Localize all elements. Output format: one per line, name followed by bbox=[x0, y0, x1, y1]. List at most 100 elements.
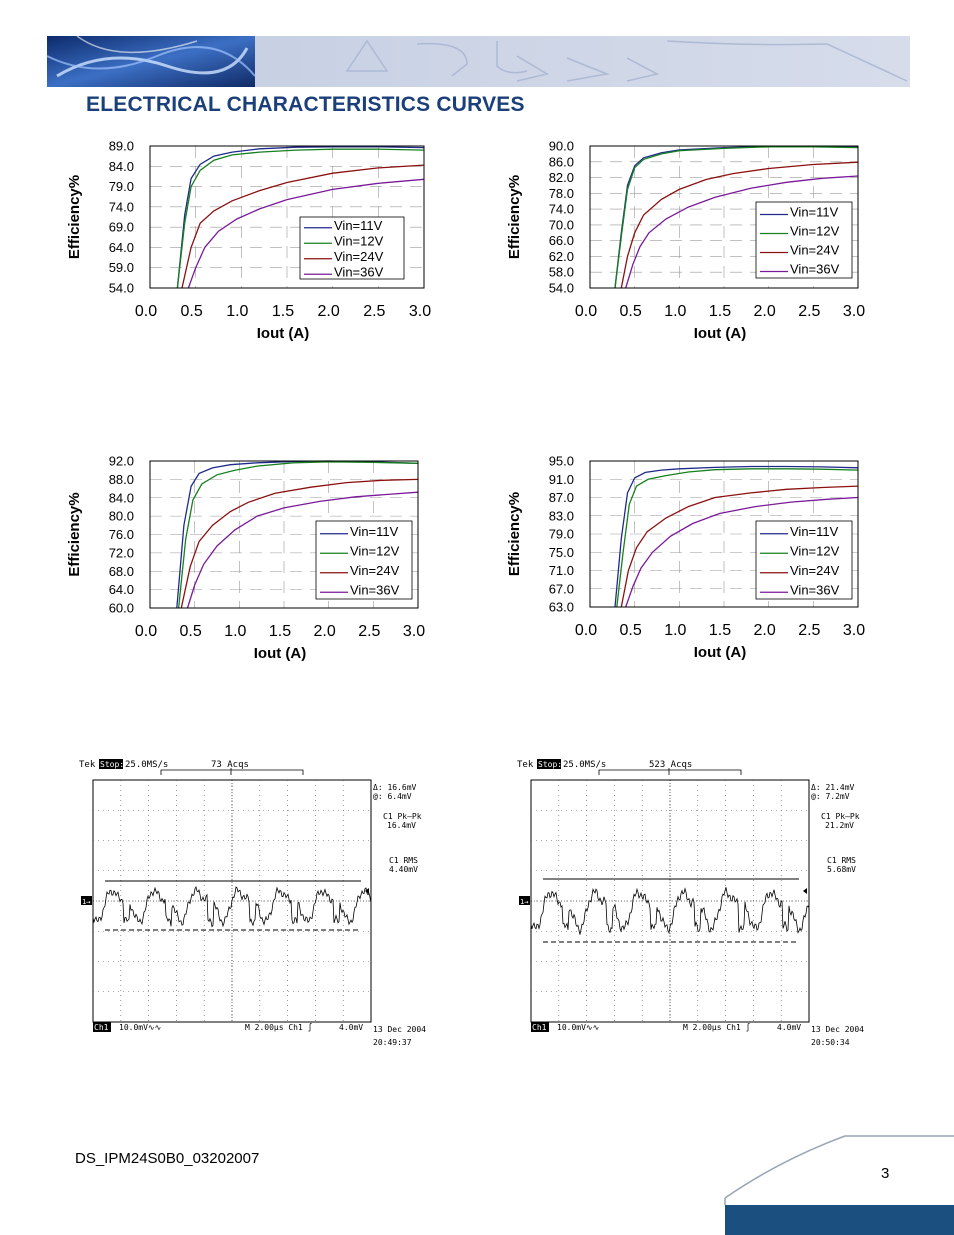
series-line-vin-12v bbox=[614, 146, 859, 289]
x-tick-label: 0.5 bbox=[620, 622, 642, 639]
legend-entry: Vin=12V bbox=[350, 543, 400, 558]
y-tick-label: 74.0 bbox=[109, 199, 134, 214]
legend-entry: Vin=36V bbox=[350, 582, 400, 597]
channel-tag-badge bbox=[93, 1022, 111, 1032]
x-tick-label: 0.5 bbox=[620, 303, 642, 320]
y-tick-label: 64.0 bbox=[109, 240, 134, 255]
header-banner bbox=[47, 36, 910, 87]
x-tick-label: 1.0 bbox=[226, 303, 248, 320]
y-tick-label: 83.0 bbox=[549, 508, 574, 523]
series-line-vin-12v bbox=[176, 148, 425, 289]
cursor-at: @: 7.2mV bbox=[811, 792, 850, 801]
trigger-level: 4.0mV bbox=[339, 1023, 363, 1032]
x-tick-label: 2.5 bbox=[798, 622, 820, 639]
legend-entry: Vin=12V bbox=[334, 233, 384, 248]
scope-brand: Tek bbox=[79, 760, 96, 770]
channel-marker-label: 1→ bbox=[82, 898, 90, 906]
channel-marker bbox=[519, 896, 530, 905]
y-axis-label: Efficiency% bbox=[506, 175, 523, 259]
x-tick-label: 0.0 bbox=[575, 303, 597, 320]
scope-brand: Tek bbox=[517, 760, 534, 770]
rms-label: C1 RMS bbox=[389, 856, 418, 865]
efficiency-chart-1: 89.0 84.0 79.0 74.0 69.0 64.0 59.0 54.00.0 0.5 1.… bbox=[66, 140, 431, 342]
y-tick-label: 62.0 bbox=[549, 249, 574, 264]
rms-value: 5.68mV bbox=[827, 865, 856, 874]
y-tick-label: 71.0 bbox=[549, 563, 574, 578]
legend-entry: Vin=36V bbox=[334, 264, 384, 279]
cursor-delta: Δ: 21.4mV bbox=[811, 783, 855, 792]
x-tick-label: 1.5 bbox=[709, 622, 731, 639]
trigger-level-marker bbox=[365, 888, 369, 894]
y-axis-label: Efficiency% bbox=[66, 492, 83, 576]
y-tick-label: 69.0 bbox=[109, 220, 134, 235]
y-tick-label: 68.0 bbox=[109, 564, 134, 579]
y-tick-label: 82.0 bbox=[549, 170, 574, 185]
x-axis-label: Iout (A) bbox=[257, 325, 309, 342]
page-number: 3 bbox=[881, 1165, 890, 1182]
x-tick-label: 1.5 bbox=[269, 623, 291, 640]
legend-entry: Vin=11V bbox=[334, 218, 383, 233]
channel-tag-badge bbox=[531, 1022, 549, 1032]
scope-record-bracket bbox=[598, 768, 742, 775]
y-tick-label: 63.0 bbox=[549, 600, 574, 615]
trigger-level: 4.0mV bbox=[777, 1023, 801, 1032]
x-tick-label: 3.0 bbox=[409, 303, 431, 320]
plot-frame bbox=[589, 145, 859, 289]
x-axis-label: Iout (A) bbox=[254, 645, 306, 662]
pkpk-label: C1 Pk–Pk bbox=[821, 812, 860, 821]
y-tick-label: 64.0 bbox=[109, 582, 134, 597]
x-tick-label: 0.0 bbox=[135, 303, 157, 320]
footer-corner-graphic bbox=[724, 1135, 954, 1235]
x-tick-label: 2.0 bbox=[318, 303, 340, 320]
legend-entry: Vin=24V bbox=[334, 249, 384, 264]
x-tick-label: 0.5 bbox=[181, 303, 203, 320]
x-tick-label: 1.5 bbox=[709, 303, 731, 320]
y-tick-label: 90.0 bbox=[549, 140, 574, 154]
y-tick-label: 84.0 bbox=[109, 159, 134, 174]
capture-time: 20:49:37 bbox=[373, 1038, 412, 1047]
y-tick-label: 80.0 bbox=[109, 509, 134, 524]
series-line-vin-12v bbox=[616, 468, 859, 608]
section-title: ELECTRICAL CHARACTERISTICS CURVES bbox=[86, 93, 525, 116]
legend-entry: Vin=24V bbox=[790, 563, 840, 578]
legend-entry: Vin=24V bbox=[790, 243, 840, 258]
volts-per-div: 10.0mV∿∿ bbox=[119, 1023, 161, 1032]
y-tick-label: 88.0 bbox=[109, 472, 134, 487]
x-axis-label: Iout (A) bbox=[694, 325, 746, 342]
x-tick-label: 2.5 bbox=[798, 303, 820, 320]
scope-stop-label: Stop: bbox=[100, 760, 124, 769]
series-line-vin-24v bbox=[620, 485, 859, 608]
y-tick-label: 66.0 bbox=[549, 233, 574, 248]
y-tick-label: 70.0 bbox=[549, 217, 574, 232]
x-tick-label: 0.0 bbox=[575, 622, 597, 639]
legend-entry: Vin=11V bbox=[350, 524, 399, 539]
legend-entry: Vin=36V bbox=[790, 582, 840, 597]
y-tick-label: 58.0 bbox=[549, 265, 574, 280]
x-tick-label: 1.5 bbox=[272, 303, 294, 320]
plot-frame bbox=[149, 145, 425, 289]
pkpk-value: 21.2mV bbox=[825, 821, 854, 830]
scope-sample-rate: 25.0MS/s bbox=[125, 760, 168, 770]
y-tick-label: 54.0 bbox=[549, 281, 574, 296]
efficiency-chart-3: 92.0 88.0 84.0 80.0 76.0 72.0 68.0 64.0 60.00.0 0… bbox=[66, 455, 425, 662]
rms-label: C1 RMS bbox=[827, 856, 856, 865]
series-line-vin-11v bbox=[614, 465, 859, 608]
efficiency-chart-4: 95.0 91.0 87.0 83.0 79.0 75.0 71.0 67.0 63.00.0 0… bbox=[506, 455, 865, 661]
legend-entry: Vin=11V bbox=[790, 524, 839, 539]
pkpk-value: 16.4mV bbox=[387, 821, 416, 830]
ripple-waveform bbox=[530, 887, 810, 935]
y-tick-label: 84.0 bbox=[109, 490, 134, 505]
legend-entry: Vin=12V bbox=[790, 224, 840, 239]
x-tick-label: 1.0 bbox=[664, 303, 686, 320]
pkpk-label: C1 Pk–Pk bbox=[383, 812, 422, 821]
scope-stop-badge bbox=[537, 759, 561, 769]
channel-tag: Ch1 bbox=[94, 1023, 109, 1032]
x-tick-label: 2.5 bbox=[363, 303, 385, 320]
y-tick-label: 59.0 bbox=[109, 260, 134, 275]
y-tick-label: 92.0 bbox=[109, 455, 134, 469]
capture-time: 20:50:34 bbox=[811, 1038, 850, 1047]
y-tick-label: 75.0 bbox=[549, 545, 574, 560]
series-line-vin-36v bbox=[186, 491, 419, 609]
series-line-vin-24v bbox=[181, 164, 425, 289]
y-axis-label: Efficiency% bbox=[506, 492, 523, 576]
